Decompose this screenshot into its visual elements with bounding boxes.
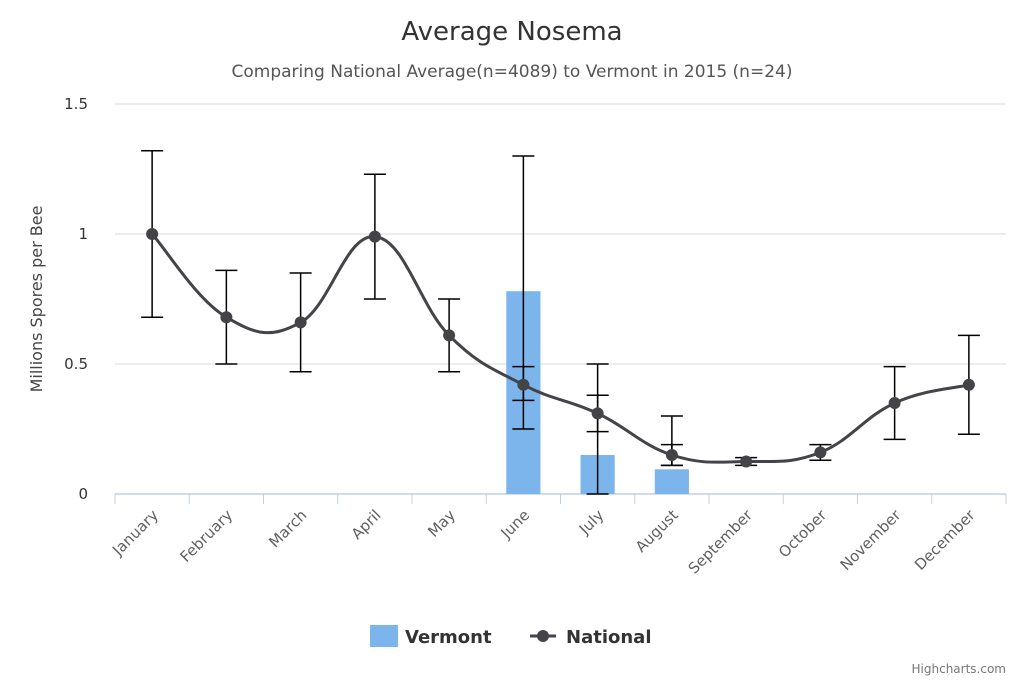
national-point[interactable]: [294, 316, 307, 329]
credits-link[interactable]: Highcharts.com: [912, 662, 1006, 676]
national-point[interactable]: [962, 378, 975, 391]
x-tick-label: June: [497, 506, 534, 543]
chart-title: Average Nosema: [401, 17, 622, 47]
vermont-bar[interactable]: [654, 469, 689, 494]
x-tick-label: September: [685, 506, 757, 578]
national-point[interactable]: [368, 230, 381, 243]
legend-marker-national: [537, 630, 549, 642]
legend-swatch-vermont: [370, 625, 398, 647]
y-tick-label: 1.5: [64, 95, 88, 113]
x-tick-label: April: [348, 506, 385, 543]
y-tick-label: 0: [78, 485, 88, 503]
legend-item-national[interactable]: National: [530, 627, 651, 648]
national-point[interactable]: [665, 449, 678, 461]
x-tick-label: July: [575, 506, 608, 539]
x-tick-label: October: [775, 506, 831, 562]
x-tick-label: December: [911, 506, 979, 574]
y-tick-label: 0.5: [64, 355, 88, 373]
legend-item-vermont[interactable]: Vermont: [370, 625, 492, 648]
national-point[interactable]: [888, 397, 901, 409]
national-point[interactable]: [814, 446, 827, 459]
x-tick-label: January: [108, 506, 162, 560]
x-tick-label: March: [265, 506, 310, 551]
grid-lines: [115, 103, 1006, 365]
x-tick-label: August: [632, 506, 682, 556]
national-spline[interactable]: [151, 233, 970, 464]
chart-subtitle: Comparing National Average(n=4089) to Ve…: [232, 62, 793, 82]
y-axis-ticks: 0 0.5 1 1.5: [64, 95, 88, 503]
x-tick-label: February: [176, 506, 236, 566]
national-point[interactable]: [740, 455, 753, 468]
national-point[interactable]: [220, 311, 233, 324]
national-markers[interactable]: [146, 228, 975, 468]
legend-label-vermont: Vermont: [405, 627, 492, 648]
x-tick-label: November: [837, 506, 905, 574]
legend-label-national: National: [566, 627, 651, 648]
x-tick-label: May: [424, 506, 459, 541]
x-axis: January February March April May June July Augu…: [108, 493, 1007, 578]
national-point[interactable]: [591, 407, 604, 420]
national-point[interactable]: [517, 378, 530, 391]
national-point[interactable]: [443, 329, 456, 342]
error-bars: [141, 150, 980, 495]
national-point[interactable]: [146, 228, 159, 240]
national-line[interactable]: [151, 233, 970, 464]
y-axis-label: Millions Spores per Bee: [27, 206, 46, 393]
y-tick-label: 1: [78, 225, 88, 243]
legend: Vermont National: [370, 625, 651, 648]
